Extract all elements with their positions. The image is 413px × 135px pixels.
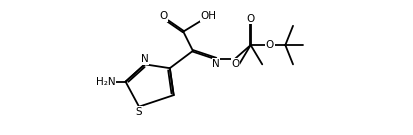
Text: S: S: [135, 107, 142, 117]
Text: OH: OH: [200, 11, 216, 21]
Text: O: O: [159, 11, 168, 21]
Text: N: N: [140, 54, 148, 64]
Text: O: O: [246, 14, 254, 24]
Text: O: O: [265, 40, 273, 50]
Text: O: O: [230, 59, 239, 69]
Text: N: N: [211, 59, 219, 69]
Text: H₂N: H₂N: [96, 77, 116, 87]
